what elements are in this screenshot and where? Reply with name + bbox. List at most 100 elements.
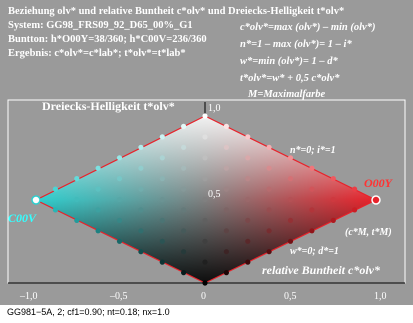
sample-point — [266, 144, 272, 150]
sample-point — [309, 165, 315, 171]
sample-point — [266, 228, 272, 234]
sample-point — [223, 270, 229, 276]
sample-point — [138, 249, 144, 255]
sample-point — [159, 196, 165, 203]
sample-point — [223, 249, 229, 255]
sample-point — [116, 155, 123, 161]
sample-point — [116, 238, 123, 244]
sample-point — [245, 217, 251, 223]
equation-5: M=Maximalfarbe — [247, 89, 325, 100]
sample-point — [138, 165, 144, 171]
sample-point — [352, 207, 358, 213]
equation-4: t*olv*=w* + 0,5 c*olv* — [240, 73, 340, 84]
sample-point — [181, 270, 187, 276]
x-tick-1: –1,0 — [19, 291, 38, 302]
sample-point — [330, 217, 336, 223]
sample-point — [330, 176, 336, 182]
sample-point — [138, 144, 144, 150]
sample-point — [202, 259, 208, 265]
diagram-svg: Beziehung olv* und relative Buntheit c*o… — [7, 6, 406, 302]
sample-point — [138, 186, 144, 192]
sample-point — [159, 238, 165, 244]
header-line-4: Ergebnis: c*olv*=c*lab*; t*olv*=t*lab* — [8, 48, 186, 59]
label-w-d: w*=0; d*=1 — [290, 246, 339, 257]
sample-point — [95, 165, 101, 171]
sample-point — [116, 217, 123, 223]
sample-point — [309, 186, 315, 192]
sample-point — [245, 176, 251, 182]
label-n-i: n*=0; i*=1 — [290, 145, 336, 156]
sample-point — [287, 155, 294, 161]
left-marker — [31, 195, 41, 205]
sample-point — [181, 186, 187, 192]
header-line-3: Buntton: h*O00Y=38/360; h*C00V=236/360 — [8, 34, 207, 45]
sample-point — [245, 238, 251, 244]
sample-point — [116, 176, 123, 182]
sample-point — [202, 134, 208, 140]
sample-point — [202, 280, 208, 286]
sample-point — [223, 228, 229, 234]
sample-point — [74, 176, 80, 182]
sample-point — [245, 196, 251, 203]
equation-2: n*=1 – max (olv*)= 1 – i* — [240, 39, 352, 50]
sample-point — [223, 186, 229, 192]
sample-point — [245, 134, 251, 140]
sample-point — [223, 165, 229, 171]
sample-point — [287, 238, 294, 244]
sample-point — [181, 123, 187, 129]
sample-point — [309, 228, 315, 234]
y-tick-1: 1,0 — [208, 103, 221, 114]
sample-point — [181, 144, 187, 150]
sample-point — [74, 196, 80, 203]
sample-point — [181, 228, 187, 234]
sample-point — [223, 207, 229, 213]
sample-point — [202, 176, 208, 182]
sample-point — [266, 207, 272, 213]
sample-point — [159, 217, 165, 223]
sample-point — [202, 155, 208, 161]
sample-points — [31, 113, 381, 286]
sample-point — [330, 196, 336, 203]
equation-3: w*=min (olv*)= 1 – d* — [240, 56, 338, 67]
sample-point — [309, 207, 315, 213]
sample-point — [95, 207, 101, 213]
header-line-2: System: GG98_FRS09_92_D65_00%_G1 — [8, 20, 193, 31]
label-left-color: C00V — [8, 211, 37, 225]
sample-point — [245, 259, 251, 265]
sample-point — [202, 238, 208, 244]
sample-point — [116, 196, 123, 203]
x-tick-5: 1,0 — [374, 291, 387, 302]
sample-point — [52, 207, 59, 213]
sample-point — [202, 113, 208, 119]
sample-point — [159, 176, 165, 182]
right-marker — [371, 195, 381, 205]
sample-point — [181, 207, 187, 213]
sample-point — [266, 165, 272, 171]
sample-point — [138, 228, 144, 234]
header-line-1: Beziehung olv* und relative Buntheit c*o… — [8, 6, 344, 17]
diagram-frame: Beziehung olv* und relative Buntheit c*o… — [0, 0, 413, 305]
y-tick-2: 0,5 — [208, 189, 221, 200]
label-cm-tm: (c*M, t*M) — [345, 227, 392, 238]
sample-point — [202, 196, 208, 203]
sample-point — [287, 176, 294, 182]
sample-point — [181, 249, 187, 255]
sample-point — [352, 186, 358, 192]
sample-point — [223, 144, 229, 150]
y-axis-title: Dreiecks-Helligkeit t*olv* — [42, 99, 175, 113]
sample-point — [287, 196, 294, 203]
footer-text: GG981−5A, 2; cf1=0.90; nt=0.18; nx=1.0 — [7, 307, 170, 317]
x-tick-2: –0,5 — [109, 291, 128, 302]
sample-point — [52, 186, 59, 192]
equation-1: c*olv*=max (olv*) – min (olv*) — [240, 22, 375, 33]
x-tick-4: 0,5 — [284, 291, 297, 302]
sample-point — [138, 207, 144, 213]
sample-point — [287, 217, 294, 223]
sample-point — [95, 228, 101, 234]
sample-point — [245, 155, 251, 161]
sample-point — [74, 217, 80, 223]
sample-point — [223, 123, 229, 129]
x-axis-title: relative Buntheit c*olv* — [262, 263, 381, 277]
sample-point — [266, 249, 272, 255]
sample-point — [95, 186, 101, 192]
